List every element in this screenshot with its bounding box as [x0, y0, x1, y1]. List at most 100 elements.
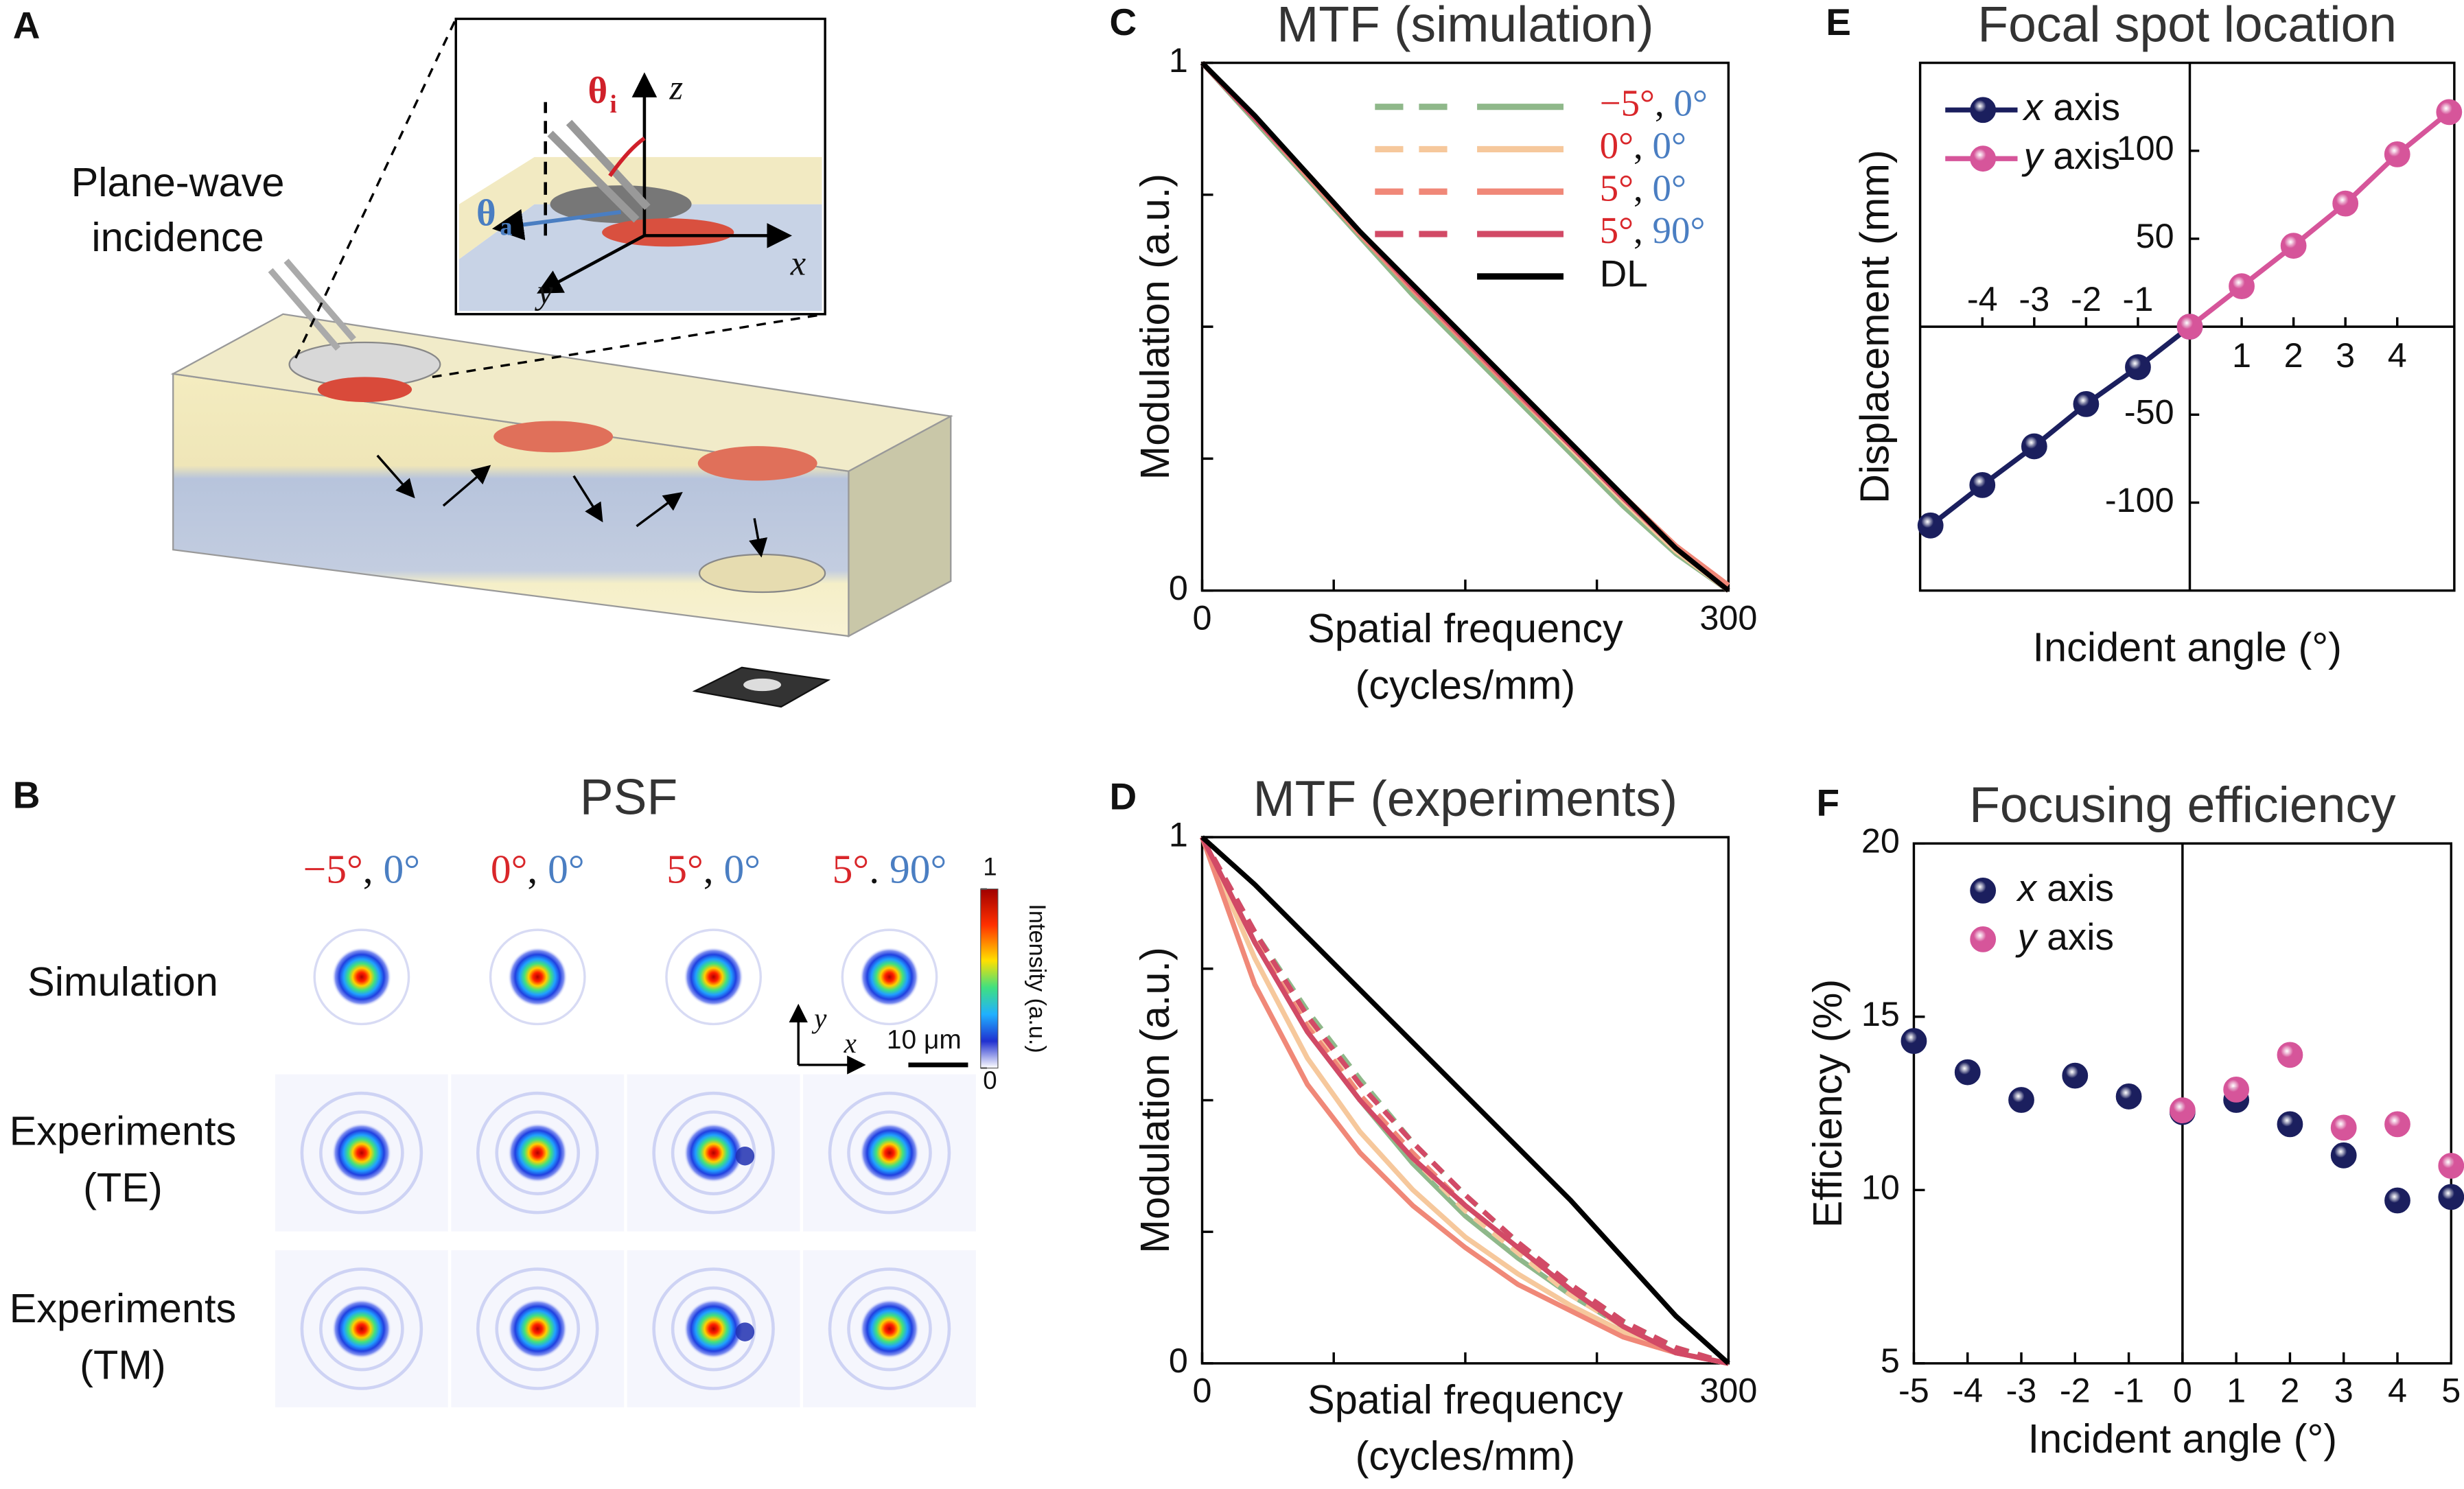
line	[1200, 836, 1730, 1366]
panel-label: C	[1109, 1, 1137, 43]
legend-label: 5°, 0°	[1600, 167, 1686, 209]
marker	[2277, 1042, 2303, 1068]
psf-spot	[859, 1123, 920, 1183]
x-tick-label: -1	[2123, 279, 2154, 318]
marker	[2229, 273, 2255, 300]
panel-label: B	[13, 773, 40, 816]
psf-spot	[507, 1123, 568, 1183]
marker	[2125, 354, 2151, 380]
psf-spot	[507, 947, 568, 1007]
psf-title: PSF	[580, 769, 677, 825]
theta-a-sub: a	[500, 213, 512, 241]
metasurface	[317, 377, 412, 402]
y-tick-label: 15	[1861, 994, 1900, 1033]
y-tick-label: -50	[2124, 392, 2174, 432]
theta-i: θ	[588, 69, 607, 111]
colorbar	[980, 889, 999, 1069]
psf-spot	[332, 1299, 392, 1359]
line	[1200, 836, 1730, 1366]
psf-ring	[476, 1091, 599, 1215]
zoom-lines	[294, 18, 826, 379]
psf-axes	[789, 1003, 866, 1075]
y-axis-label: Modulation (a.u.)	[1132, 174, 1178, 480]
chart-title: MTF (experiments)	[1253, 771, 1677, 827]
marker	[1917, 512, 1944, 539]
marker	[2223, 1076, 2250, 1103]
incident-beam	[268, 258, 356, 351]
x-tick-label: -3	[2006, 1371, 2037, 1410]
legend-label: DL	[1600, 252, 1648, 294]
theta-i-sub: i	[610, 90, 617, 118]
psf-side-lobe	[735, 1322, 755, 1341]
psf-ring	[847, 1286, 932, 1372]
marker	[2330, 1142, 2357, 1169]
x-tick-label: 300	[1699, 598, 1757, 637]
psf-ring	[300, 1091, 423, 1215]
legend-label: 0°, 0°	[1600, 124, 1686, 166]
legend-label: x axis	[2022, 86, 2120, 128]
marker	[2169, 1097, 2196, 1124]
line	[1200, 836, 1730, 1366]
panel-label: A	[13, 4, 40, 47]
psf-ring	[665, 928, 763, 1026]
psf-ring	[828, 1267, 951, 1390]
x-tick-label: 0	[2173, 1371, 2192, 1410]
column-header: 0°, 0°	[491, 846, 585, 891]
y-tick-label: -100	[2105, 480, 2174, 519]
y-tick-label: 0	[1169, 1341, 1188, 1380]
x-tick-label: 3	[2334, 1371, 2353, 1410]
y-tick-label: 1	[1169, 814, 1188, 854]
column-header: 5°, 0°	[666, 846, 760, 891]
x-tick-label: 2	[2280, 1371, 2299, 1410]
x-tick-label: 3	[2336, 336, 2355, 375]
x-tick-label: 4	[2388, 1371, 2407, 1410]
marker	[2438, 1153, 2464, 1179]
x-tick-label: 1	[2227, 1371, 2246, 1410]
detector-spot	[743, 678, 782, 692]
incidence-label: Plane-wave	[71, 159, 285, 205]
legend-symbol	[1970, 97, 1997, 124]
marker	[1954, 1059, 1981, 1086]
x-axis-label: (cycles/mm)	[1356, 1433, 1576, 1479]
inset-beam	[547, 119, 651, 223]
panel-label: E	[1826, 1, 1851, 43]
marker	[2021, 433, 2047, 460]
x-axis-label: Spatial frequency	[1307, 605, 1623, 651]
marker	[2384, 141, 2410, 167]
psf-ring	[495, 1110, 581, 1195]
axis-x: x	[844, 1027, 857, 1059]
marker	[2332, 190, 2359, 217]
psf-ring	[319, 1110, 404, 1195]
colorbar-tick-label: 0	[983, 1066, 997, 1094]
colorbar-tick-label: 1	[983, 853, 997, 881]
line	[1200, 835, 1730, 1365]
x-tick-label: 5	[2441, 1371, 2461, 1410]
y-axis-label: Efficiency (%)	[1804, 979, 1850, 1228]
marker	[2384, 1111, 2410, 1138]
theta-a: θ	[476, 191, 496, 233]
marker	[1969, 471, 1996, 498]
y-tick-label: 0	[1169, 568, 1188, 607]
marker	[2008, 1087, 2034, 1113]
x-tick-label: -1	[2113, 1371, 2144, 1410]
panel-a: A Plane-wave incidence	[13, 4, 953, 708]
row-label: (TM)	[80, 1341, 166, 1387]
legend-label: x axis	[2016, 866, 2114, 908]
psf-ring	[828, 1091, 951, 1215]
axis-z: z	[669, 68, 684, 106]
psf-spot	[859, 947, 920, 1007]
psf-ring	[652, 1267, 775, 1390]
legend-label: −5°, 0°	[1600, 82, 1708, 124]
legend-label: 5°, 90°	[1600, 209, 1706, 251]
panel-label: F	[1817, 782, 1840, 824]
x-tick-label: 0	[1193, 1371, 1212, 1410]
x-tick-label: -5	[1898, 1371, 1929, 1410]
marker	[2330, 1114, 2357, 1141]
marker	[2384, 1187, 2410, 1214]
line	[2188, 110, 2451, 329]
psf-ring	[671, 1286, 756, 1372]
chart-title: MTF (simulation)	[1277, 0, 1653, 53]
y-tick-label: 5	[1881, 1341, 1900, 1380]
row-label: Experiments	[10, 1107, 237, 1153]
